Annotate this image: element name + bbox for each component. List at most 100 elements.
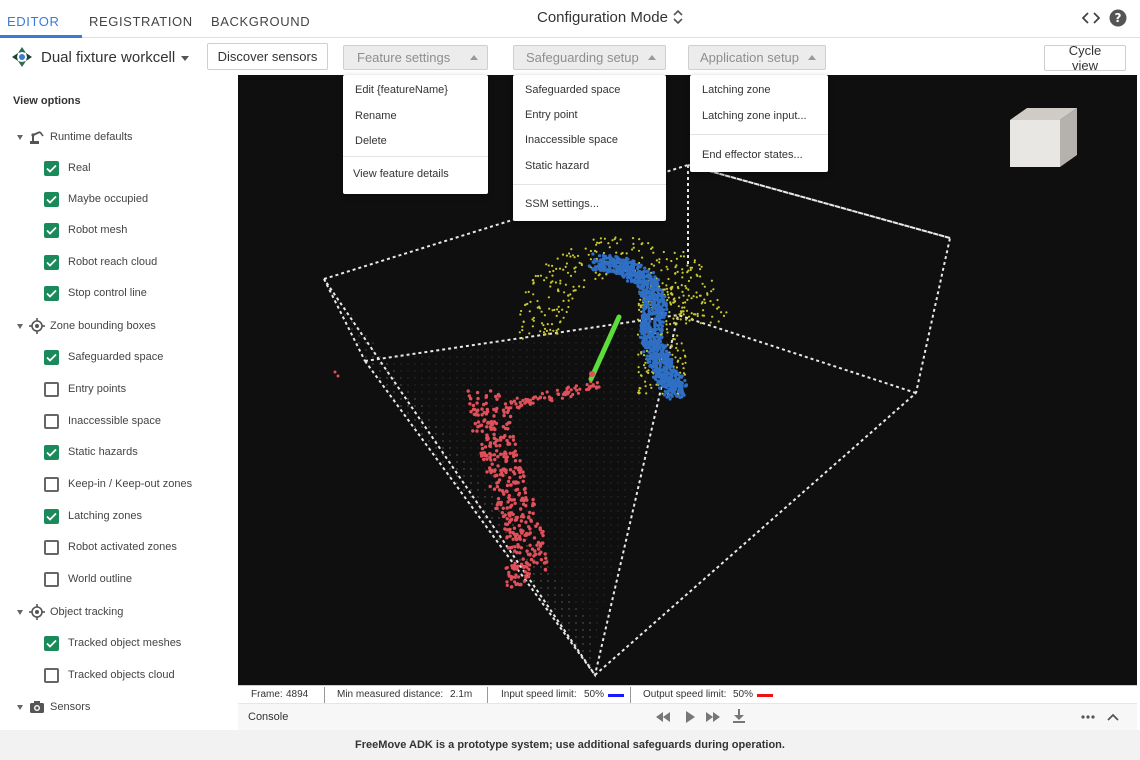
menu-item-safeguarded-space[interactable]: Safeguarded space: [525, 84, 621, 96]
checkbox-checked[interactable]: [44, 349, 59, 365]
menu-item-entry-point[interactable]: Entry point: [525, 109, 578, 121]
tab-background[interactable]: BACKGROUND: [211, 14, 311, 29]
status-divider: [487, 687, 488, 703]
console-label[interactable]: Console: [248, 711, 289, 723]
expand-triangle-icon[interactable]: [17, 323, 23, 329]
option-world-outline[interactable]: World outline: [44, 570, 132, 588]
option-entry-points[interactable]: Entry points: [44, 380, 126, 398]
tab-registration[interactable]: REGISTRATION: [89, 14, 193, 29]
menu-item-rename[interactable]: Rename: [355, 110, 397, 122]
output-speed-legend: [757, 694, 773, 697]
menu-item-edit-feature[interactable]: Edit {featureName}: [355, 84, 448, 96]
group-zone-bounding-boxes[interactable]: Zone bounding boxes: [17, 316, 156, 336]
caret-up-icon: [470, 55, 478, 60]
checkbox-checked[interactable]: [44, 508, 59, 524]
chevron-up-icon[interactable]: [1105, 710, 1121, 724]
discover-sensors-button[interactable]: Discover sensors: [207, 43, 328, 70]
play-icon[interactable]: [682, 710, 698, 724]
rewind-icon[interactable]: [655, 710, 671, 724]
option-stop-control-line[interactable]: Stop control line: [44, 284, 147, 302]
checkbox-checked[interactable]: [44, 444, 59, 460]
checkbox-unchecked[interactable]: [44, 571, 59, 587]
help-circle-icon[interactable]: ?: [1109, 9, 1127, 27]
check-icon: [46, 512, 57, 521]
menu-divider: [343, 156, 488, 157]
checkbox-checked[interactable]: [44, 254, 59, 270]
safeguarding-setup-dropdown[interactable]: Safeguarding setup: [513, 45, 666, 70]
checkbox-checked[interactable]: [44, 160, 59, 176]
more-horizontal-icon[interactable]: [1080, 710, 1096, 724]
status-divider: [324, 687, 325, 703]
fast-forward-icon[interactable]: [705, 710, 721, 724]
output-speed-label: Output speed limit:: [643, 689, 727, 700]
option-label: Tracked object meshes: [68, 637, 182, 649]
group-object-tracking[interactable]: Object tracking: [17, 602, 123, 622]
option-label: Inaccessible space: [68, 415, 161, 427]
mode-selector-label[interactable]: Configuration Mode: [537, 9, 668, 26]
feature-settings-label: Feature settings: [357, 50, 451, 65]
menu-item-delete[interactable]: Delete: [355, 135, 387, 147]
option-static-hazards[interactable]: Static hazards: [44, 443, 138, 461]
frame-label: Frame:: [251, 689, 283, 700]
option-label: Keep-in / Keep-out zones: [68, 478, 193, 490]
cycle-view-button[interactable]: Cycle view: [1044, 43, 1126, 73]
group-label: Sensors: [50, 701, 91, 713]
menu-item-inaccessible-space[interactable]: Inaccessible space: [525, 134, 618, 146]
checkbox-checked[interactable]: [44, 285, 59, 301]
option-tracked-object-meshes[interactable]: Tracked object meshes: [44, 634, 181, 652]
checkbox-unchecked[interactable]: [44, 413, 59, 429]
menu-item-latching-zone[interactable]: Latching zone: [702, 84, 771, 96]
option-safeguarded-space[interactable]: Safeguarded space: [44, 348, 163, 366]
option-tracked-objects-cloud[interactable]: Tracked objects cloud: [44, 666, 175, 684]
input-speed-value: 50%: [584, 689, 605, 700]
code-brackets-icon[interactable]: [1082, 10, 1100, 26]
option-real[interactable]: Real: [44, 159, 91, 177]
toolbar: Dual fixture workcell Discover sensors F…: [0, 38, 1140, 75]
expand-triangle-icon[interactable]: [17, 609, 23, 615]
target-icon: [29, 604, 45, 620]
checkbox-checked[interactable]: [44, 191, 59, 207]
option-label: Entry points: [68, 383, 127, 395]
menu-divider: [690, 134, 828, 135]
group-label: Object tracking: [50, 606, 124, 618]
option-keep-in-keep-out-zones[interactable]: Keep-in / Keep-out zones: [44, 475, 192, 493]
checkbox-checked[interactable]: [44, 635, 59, 651]
menu-item-end-effector-states[interactable]: End effector states...: [702, 149, 803, 161]
option-maybe-occupied[interactable]: Maybe occupied: [44, 190, 148, 208]
chevron-down-icon[interactable]: [181, 56, 189, 61]
scene-canvas[interactable]: [238, 75, 1137, 685]
expand-triangle-icon[interactable]: [17, 704, 23, 710]
menu-item-ssm-settings[interactable]: SSM settings...: [525, 198, 599, 210]
check-icon: [46, 226, 57, 235]
feature-settings-dropdown[interactable]: Feature settings: [343, 45, 488, 70]
target-icon: [29, 318, 45, 334]
option-latching-zones[interactable]: Latching zones: [44, 507, 142, 525]
option-robot-reach-cloud[interactable]: Robot reach cloud: [44, 253, 157, 271]
expand-triangle-icon[interactable]: [17, 134, 23, 140]
application-setup-dropdown[interactable]: Application setup: [688, 45, 826, 70]
console-bar: Console: [238, 703, 1137, 730]
unfold-arrows-icon[interactable]: [672, 8, 684, 26]
option-label: Static hazards: [68, 446, 138, 458]
menu-item-view-feature-details[interactable]: View feature details: [353, 168, 449, 180]
check-icon: [46, 448, 57, 457]
option-label: Tracked objects cloud: [68, 669, 175, 681]
checkbox-unchecked[interactable]: [44, 539, 59, 555]
checkbox-checked[interactable]: [44, 222, 59, 238]
group-sensors[interactable]: Sensors: [17, 697, 90, 717]
menu-item-latching-zone-input[interactable]: Latching zone input...: [702, 110, 807, 122]
menu-item-static-hazard[interactable]: Static hazard: [525, 160, 590, 172]
checkbox-unchecked[interactable]: [44, 381, 59, 397]
orientation-cube[interactable]: [1010, 108, 1077, 167]
workcell-selector[interactable]: Dual fixture workcell: [41, 49, 176, 66]
option-robot-activated-zones[interactable]: Robot activated zones: [44, 538, 177, 556]
checkbox-unchecked[interactable]: [44, 476, 59, 492]
tab-editor[interactable]: EDITOR: [7, 14, 60, 29]
option-inaccessible-space[interactable]: Inaccessible space: [44, 412, 161, 430]
checkbox-unchecked[interactable]: [44, 667, 59, 683]
group-label: Zone bounding boxes: [50, 320, 156, 332]
group-runtime-defaults[interactable]: Runtime defaults: [17, 127, 133, 147]
check-icon: [46, 289, 57, 298]
option-robot-mesh[interactable]: Robot mesh: [44, 221, 127, 239]
download-icon[interactable]: [731, 709, 747, 723]
